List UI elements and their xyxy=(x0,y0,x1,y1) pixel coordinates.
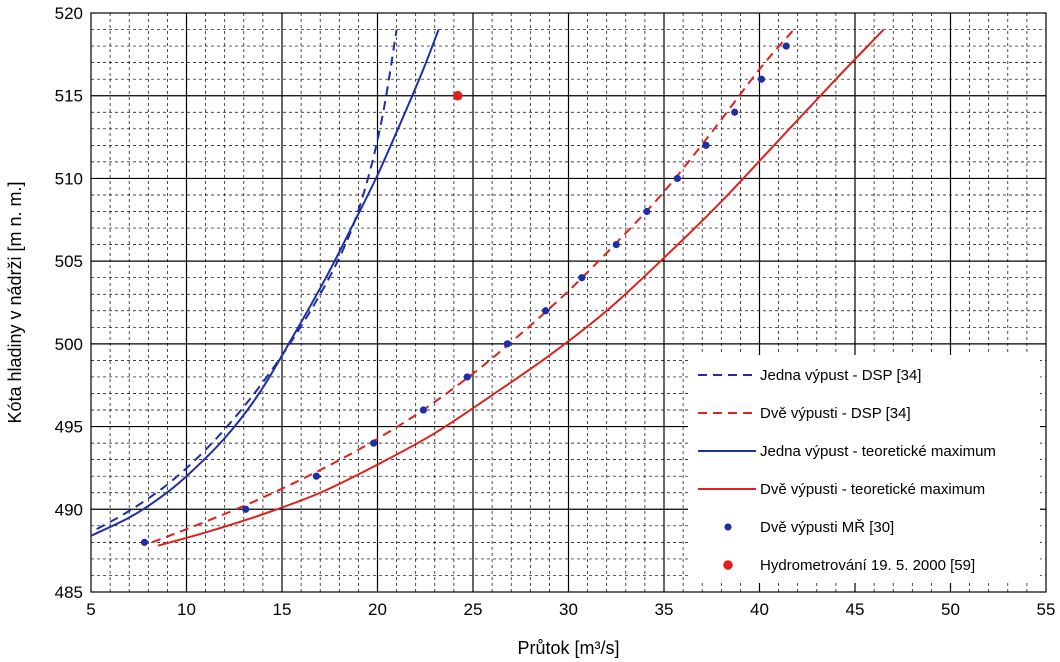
legend-label: Dvě výpusti - teoretické maximum xyxy=(760,481,985,498)
data-point xyxy=(673,174,681,183)
data-point xyxy=(578,274,586,282)
y-tick-label: 520 xyxy=(55,4,83,23)
y-tick-label: 515 xyxy=(55,87,83,106)
legend-label: Jedna výpust - teoretické maximum xyxy=(760,443,996,460)
x-tick-label: 35 xyxy=(655,600,674,619)
x-tick-label: 10 xyxy=(177,600,196,619)
data-point xyxy=(242,505,250,513)
legend-label: Jedna výpust - DSP [34] xyxy=(760,367,921,384)
y-tick-label: 485 xyxy=(55,583,83,602)
x-tick-label: 25 xyxy=(464,600,483,619)
data-point xyxy=(419,406,427,414)
x-tick-label: 5 xyxy=(86,600,95,619)
y-tick-label: 510 xyxy=(55,169,83,188)
legend-marker xyxy=(724,523,732,531)
x-tick-label: 40 xyxy=(750,600,769,619)
plot-frame xyxy=(90,12,1047,593)
data-point xyxy=(702,141,710,149)
y-axis-ticks: 485 490 495 500 505 510 515 520 xyxy=(55,4,83,602)
y-tick-label: 495 xyxy=(55,418,83,437)
data-point xyxy=(731,108,739,116)
data-point xyxy=(463,373,471,381)
data-point xyxy=(612,241,620,249)
series-2-line xyxy=(90,29,440,537)
legend-label: Dvě výpusti - DSP [34] xyxy=(760,405,911,422)
data-point xyxy=(370,439,378,447)
data-point xyxy=(757,75,766,83)
series-0-line xyxy=(96,29,398,531)
data-point xyxy=(541,307,550,315)
x-tick-label: 55 xyxy=(1037,600,1056,619)
y-tick-label: 505 xyxy=(55,252,83,271)
legend-label: Hydrometrování 19. 5. 2000 [59] xyxy=(760,557,975,574)
x-tick-label: 50 xyxy=(941,600,960,619)
y-axis-title: Kóta hladiny v nádrži [m n. m.] xyxy=(5,181,25,423)
legend: Jedna výpust - DSP [34] Dvě výpusti - DSP… xyxy=(688,355,1040,583)
data-point xyxy=(312,472,320,480)
x-tick-label: 15 xyxy=(273,600,292,619)
series-3-line xyxy=(157,28,885,547)
y-tick-label: 500 xyxy=(55,335,83,354)
series-1-line xyxy=(151,28,795,544)
y-tick-label: 490 xyxy=(55,500,83,519)
legend-label: Dvě výpusti MŘ [30] xyxy=(760,519,894,536)
legend-marker xyxy=(723,560,733,570)
series-5-markers xyxy=(452,90,463,101)
x-axis-title: Průtok [m³/s] xyxy=(517,638,619,658)
data-point xyxy=(503,340,511,348)
x-tick-label: 45 xyxy=(846,600,865,619)
series-4-markers xyxy=(140,42,790,546)
data-point xyxy=(643,207,651,216)
x-tick-label: 30 xyxy=(559,600,578,619)
data-point xyxy=(782,42,790,50)
data-point xyxy=(452,90,463,101)
series-layer xyxy=(90,28,885,547)
x-tick-label: 20 xyxy=(368,600,387,619)
x-axis-ticks: 5 10 15 20 25 30 35 40 45 50 55 xyxy=(86,600,1055,619)
legend-box xyxy=(688,355,1040,583)
data-point xyxy=(140,538,149,546)
